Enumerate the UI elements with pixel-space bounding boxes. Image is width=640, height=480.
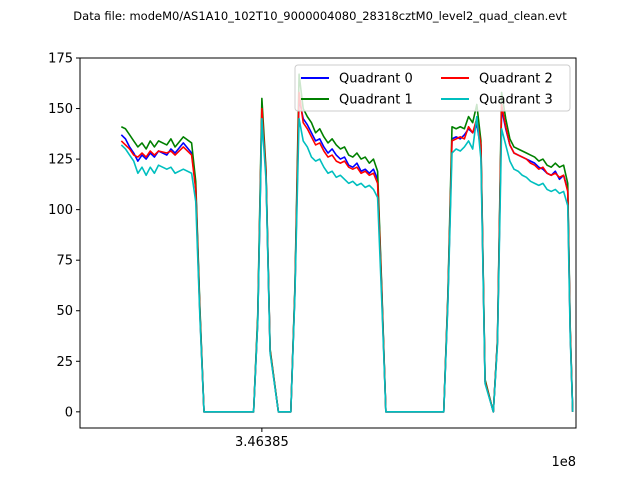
y-tick-label: 125 (48, 153, 73, 168)
legend-label: Quadrant 0 (339, 72, 413, 87)
y-tick-label: 50 (56, 304, 73, 319)
axes-frame (79, 57, 577, 429)
series-line-quadrant-0 (120, 97, 574, 413)
y-tick-label: 100 (48, 203, 73, 218)
x-offset-label: 1e8 (551, 455, 576, 470)
legend-label: Quadrant 1 (339, 93, 413, 108)
chart-suptitle: Data file: modeM0/AS1A10_102T10_90000040… (73, 9, 567, 23)
legend-box (294, 64, 571, 112)
series-line-quadrant-1 (120, 73, 574, 413)
series-line-quadrant-2 (120, 91, 574, 413)
y-tick-label: 75 (56, 254, 73, 269)
series-layer (120, 73, 574, 413)
legend: Quadrant 0 Quadrant 2 Quadrant 1 Quadrant 3 (294, 64, 571, 112)
series-line-quadrant-3 (120, 115, 574, 413)
y-tick-label: 150 (48, 102, 73, 117)
y-tick-label: 25 (56, 355, 73, 370)
y-tick-label: 175 (48, 52, 73, 67)
legend-label: Quadrant 2 (479, 72, 553, 87)
ticks-layer: 3.463853.463903.463953.464003.4640502550… (48, 52, 289, 451)
legend-label: Quadrant 3 (479, 93, 553, 108)
x-tick-label: 3.46385 (235, 435, 289, 450)
y-tick-label: 0 (65, 405, 73, 420)
